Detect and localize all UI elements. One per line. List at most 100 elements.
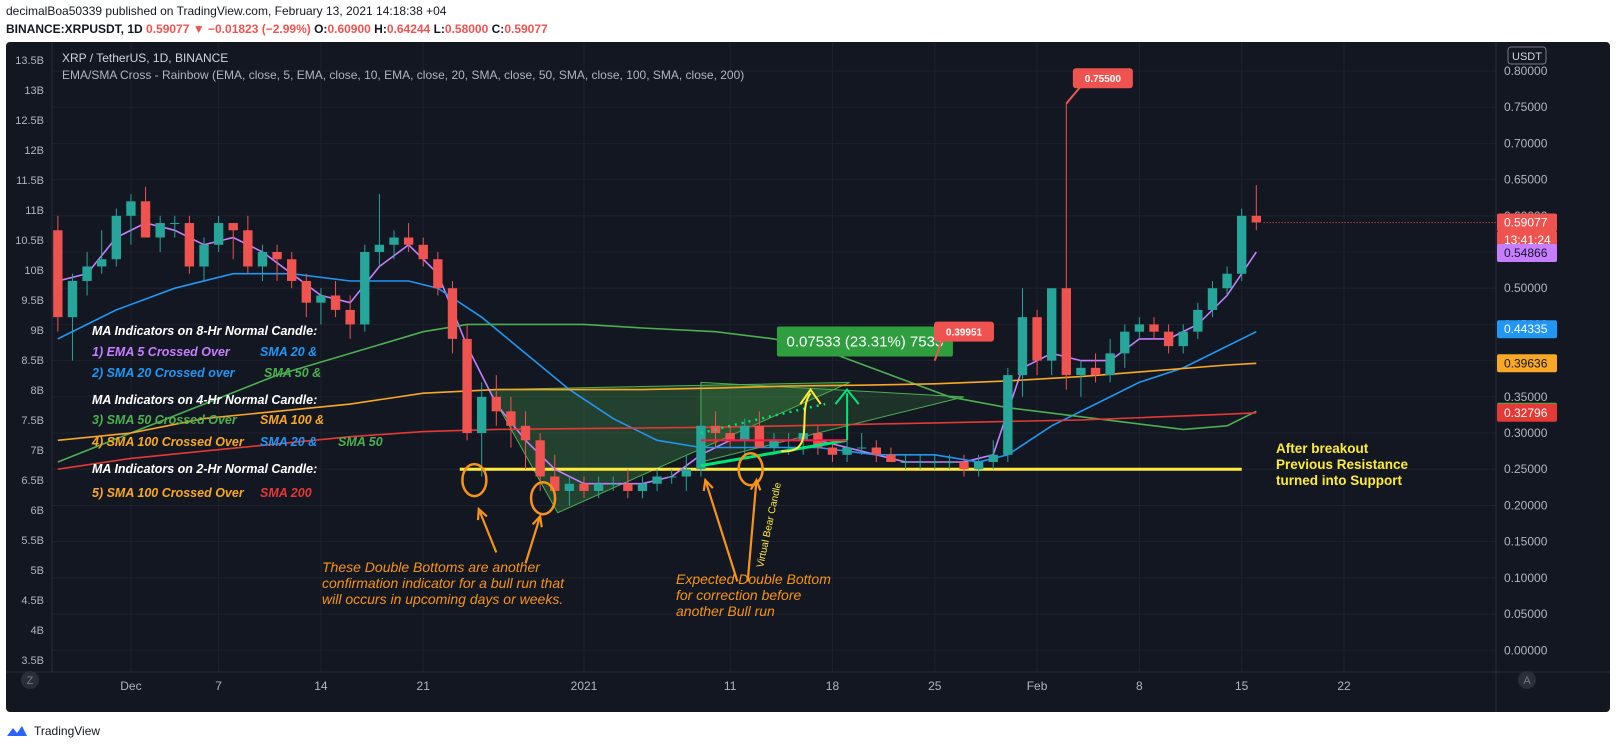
candle-body <box>1193 309 1203 332</box>
annotation-arrow <box>524 515 542 564</box>
support-note: After breakout Previous Resistance turne… <box>1276 441 1409 488</box>
price-tick-label: 0.50000 <box>1504 281 1548 295</box>
volume-axis: 13.5B 13B 12.5B 12B 11.5B 11B 10.5B 10B 9.5B 9B 8.… <box>15 55 44 667</box>
log-scale-button[interactable] <box>1518 671 1536 689</box>
candle-body <box>1251 215 1261 223</box>
double-bottom-line-1: These Double Bottoms are another <box>322 559 541 575</box>
candle-body <box>871 447 881 455</box>
publisher-name[interactable]: decimalBoa50339 <box>6 4 103 18</box>
tradingview-logo-icon[interactable] <box>6 724 28 738</box>
auto-scale-button[interactable] <box>21 671 39 689</box>
candle-body <box>301 280 311 303</box>
note-sma100-c: SMA 50 <box>338 435 383 449</box>
note-sma200-b: SMA 200 <box>260 486 312 500</box>
volume-tick-label: 3.5B <box>21 655 44 667</box>
time-tick-label: 22 <box>1337 679 1351 693</box>
candle-body <box>915 462 925 463</box>
ma-8hr-title: MA Indicators on 8-Hr Normal Candle: <box>92 324 317 338</box>
candle-body <box>462 338 472 434</box>
note-sma100-b: SMA 20 & <box>260 435 317 449</box>
time-tick-label: 7 <box>215 679 222 693</box>
price-label-box <box>1497 320 1557 339</box>
currency-badge-box[interactable] <box>1507 46 1547 65</box>
candle-body <box>228 223 238 231</box>
candle-body <box>900 462 911 463</box>
volume-tick-label: 12B <box>24 145 44 157</box>
price-chart[interactable]: 13.5B 13B 12.5B 12B 11.5B 11B 10.5B 10B 9.5B 9B 8.… <box>6 42 1610 712</box>
candle-body <box>1003 375 1013 455</box>
price-tick-label: 0.00000 <box>1504 643 1548 657</box>
candle-body <box>330 295 341 310</box>
candle-body <box>973 462 984 470</box>
publish-info: published on TradingView.com, February 1… <box>105 4 447 18</box>
candle-body <box>857 447 867 449</box>
candle-body <box>550 476 560 491</box>
price-label-box <box>1497 403 1557 422</box>
candle-body <box>608 483 618 485</box>
callout-box <box>934 321 994 342</box>
volume-tick-label: 6B <box>31 505 44 517</box>
price-label-box <box>1497 354 1557 373</box>
candle-body <box>155 223 165 238</box>
candle-body <box>842 447 852 455</box>
candle-body <box>418 244 428 260</box>
candle-body <box>1090 367 1101 376</box>
support-line-3: turned into Support <box>1276 473 1402 488</box>
double-bottom-ellipse <box>737 451 764 487</box>
high-value: 0.64244 <box>386 22 431 36</box>
price-label: 0.32796 <box>1504 406 1548 420</box>
price-tick-label: 0.20000 <box>1504 498 1548 512</box>
candle-body <box>564 483 575 491</box>
time-tick-label: Dec <box>120 679 141 693</box>
legend-indicator[interactable]: EMA/SMA Cross - Rainbow (EMA, close, 5, … <box>62 68 744 82</box>
auto-scale-label[interactable]: Z <box>27 675 34 687</box>
price-label: 0.39636 <box>1504 356 1548 370</box>
log-scale-label[interactable]: A <box>1523 675 1531 687</box>
projection-dotted <box>700 402 826 435</box>
candle-body <box>959 462 969 470</box>
candle-body <box>1105 353 1115 376</box>
price-tick-label: 0.70000 <box>1504 136 1548 150</box>
candle-body <box>1120 331 1130 354</box>
candle-body <box>389 237 399 245</box>
annotation-arrowhead <box>531 513 543 528</box>
expected-line-2: for correction before <box>676 587 801 603</box>
time-axis[interactable]: Dec 7 14 21 2021 11 18 25 Feb 8 15 22 <box>120 679 1351 693</box>
candle-body <box>374 244 385 252</box>
price-label: 0.59077 <box>1504 215 1548 229</box>
candle-body <box>1207 288 1218 310</box>
candle-body <box>53 230 63 318</box>
candle-body <box>652 476 662 484</box>
callout-box <box>1072 68 1133 89</box>
candle-body <box>243 230 253 267</box>
candle-body <box>403 237 414 245</box>
callout-label: 0.75500 <box>1085 74 1122 85</box>
candle-body <box>1047 288 1057 361</box>
time-tick-label: 8 <box>1136 679 1143 693</box>
volume-tick-label: 8B <box>31 385 44 397</box>
callout-label: 0.39951 <box>946 328 983 339</box>
candle-body <box>827 447 838 455</box>
candle-body <box>257 252 268 267</box>
volume-tick-label: 8.5B <box>21 355 44 367</box>
candle-body <box>754 425 765 448</box>
currency-badge[interactable]: USDT <box>1512 51 1542 63</box>
chart-panel[interactable]: 13.5B 13B 12.5B 12B 11.5B 11B 10.5B 10B 9.5B 9B 8.… <box>6 42 1610 712</box>
ma-4hr-title: MA Indicators on 4-Hr Normal Candle: <box>92 393 317 407</box>
footer: TradingView <box>6 716 100 746</box>
candle-body <box>111 215 121 260</box>
price-tick-label: 0.35000 <box>1504 390 1548 404</box>
price-label: 13:41:24 <box>1504 233 1551 247</box>
volume-tick-label: 5B <box>31 565 44 577</box>
volume-tick-label: 10.5B <box>15 235 44 247</box>
candle-body <box>433 259 443 289</box>
legend-title[interactable]: XRP / TetherUS, 1D, BINANCE <box>62 51 228 65</box>
candle-body <box>82 266 92 281</box>
volume-tick-label: 5.5B <box>21 535 44 547</box>
time-tick-label: 25 <box>928 679 942 693</box>
annotation-arrow <box>704 479 739 582</box>
note-sma200-a: 5) SMA 100 Crossed Over <box>92 486 245 500</box>
price-tick-label: 0.80000 <box>1504 64 1548 78</box>
footer-brand[interactable]: TradingView <box>34 724 101 738</box>
candle-body <box>1061 288 1071 376</box>
